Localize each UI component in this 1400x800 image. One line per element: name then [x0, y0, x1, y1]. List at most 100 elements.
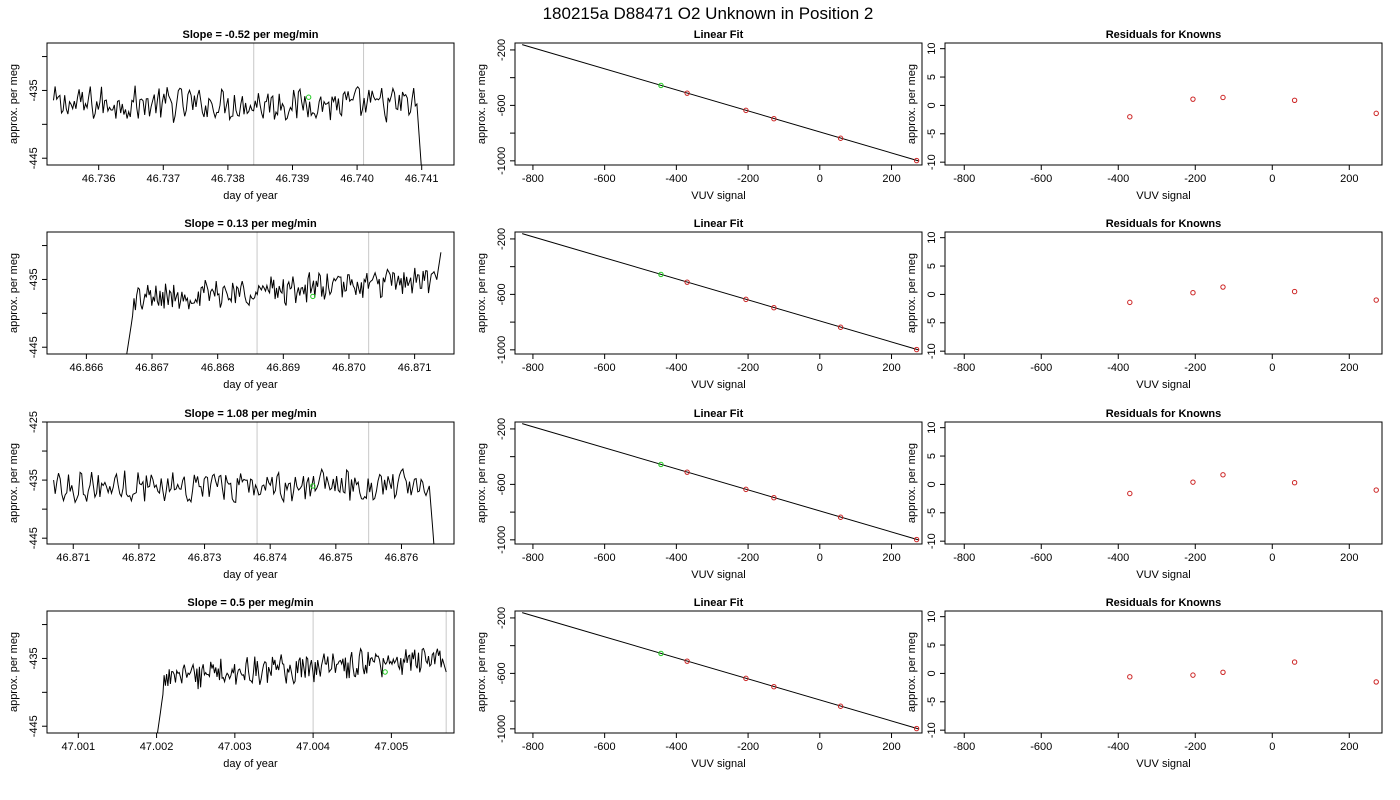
x-tick-label: 200 [882, 362, 900, 374]
x-tick-label: -600 [594, 552, 616, 564]
y-tick-label: -10 [926, 722, 938, 738]
x-axis-label: VUV signal [691, 758, 745, 770]
data-layer [53, 467, 435, 544]
panel-title: Residuals for Knowns [1106, 29, 1222, 41]
y-tick-label: -445 [28, 715, 40, 737]
y-tick-label: 0 [926, 291, 938, 297]
data-layer [522, 44, 920, 164]
residual-point [1190, 96, 1196, 102]
x-tick-label: -600 [1030, 173, 1052, 185]
trace-line [156, 647, 447, 733]
x-tick-label: -800 [953, 552, 975, 564]
y-tick-label: -435 [28, 268, 40, 290]
plot-frame [514, 42, 923, 166]
data-layer [53, 85, 422, 165]
panel-title: Slope = 0.5 per meg/min [187, 597, 314, 609]
y-axis-label: approx. per meg [8, 443, 20, 523]
x-tick-label: -600 [1030, 552, 1052, 564]
x-tick-label: -400 [1107, 741, 1129, 753]
x-tick-label: 46.739 [276, 173, 310, 185]
known-point [743, 486, 749, 493]
y-tick-label: -435 [28, 79, 40, 101]
y-tick-label: -435 [28, 469, 40, 491]
data-layer [1127, 472, 1379, 497]
x-tick-label: 0 [1269, 741, 1275, 753]
plot-frame [514, 421, 923, 545]
y-tick-label: -1000 [496, 715, 508, 743]
y-tick-label: -200 [496, 607, 508, 629]
residual-point [1220, 472, 1226, 478]
x-tick-label: 46.876 [385, 552, 419, 564]
fit-line [522, 612, 919, 730]
x-axis-label: day of year [223, 758, 278, 770]
known-point [771, 683, 777, 690]
y-tick-label: -600 [496, 473, 508, 495]
y-axis-label: approx. per meg [476, 253, 488, 333]
x-tick-label: -800 [953, 362, 975, 374]
panel-title: Linear Fit [694, 408, 744, 420]
x-axis-label: VUV signal [1136, 758, 1190, 770]
x-tick-label: 200 [1340, 173, 1358, 185]
unknown-point [382, 669, 388, 675]
panel-title: Residuals for Knowns [1106, 597, 1222, 609]
panel-title: Slope = 1.08 per meg/min [184, 408, 317, 420]
y-axis-label: approx. per meg [8, 253, 20, 333]
y-tick-label: -600 [496, 94, 508, 116]
x-tick-label: -200 [1184, 552, 1206, 564]
x-tick-label: 0 [1269, 552, 1275, 564]
y-tick-label: -10 [926, 154, 938, 170]
x-tick-label: 200 [1340, 362, 1358, 374]
unknown-point [305, 94, 312, 100]
known-point [771, 115, 777, 122]
y-tick-label: 10 [926, 43, 938, 55]
x-tick-label: 46.738 [211, 173, 245, 185]
x-axis-label: VUV signal [691, 569, 745, 581]
residual-point [1220, 284, 1226, 290]
y-tick-label: -1000 [496, 526, 508, 554]
plot-frame [944, 421, 1383, 545]
x-tick-label: 200 [882, 173, 900, 185]
y-tick-label: 10 [926, 611, 938, 623]
y-axis-label: approx. per meg [906, 64, 918, 144]
x-tick-label: -800 [953, 741, 975, 753]
x-axis-label: VUV signal [1136, 569, 1190, 581]
x-axis-label: VUV signal [1136, 379, 1190, 391]
x-axis-label: day of year [223, 569, 278, 581]
panel-1-3: Residuals for Knowns -800 -600 -400 -200 0 200… [906, 29, 1383, 202]
data-layer [522, 612, 920, 732]
trace-line [53, 85, 422, 165]
x-tick-label: 47.004 [296, 741, 330, 753]
known-point [913, 157, 920, 164]
residual-point [1220, 669, 1226, 675]
y-tick-label: -445 [28, 147, 40, 169]
residual-point [1127, 490, 1133, 497]
y-axis-label: approx. per meg [906, 632, 918, 712]
residual-point [1291, 659, 1298, 665]
panel-2-1: Slope = 0.13 per meg/min 46.866 46.867 46.8… [8, 218, 455, 391]
x-tick-label: -800 [522, 741, 544, 753]
residual-point [1291, 288, 1298, 295]
fit-line [522, 233, 919, 351]
trace-line [53, 467, 435, 544]
x-tick-label: 46.737 [146, 173, 180, 185]
x-tick-label: 46.867 [135, 362, 169, 374]
y-axis-label: approx. per meg [8, 64, 20, 144]
panel-title: Linear Fit [694, 29, 744, 41]
data-layer [522, 423, 920, 543]
residual-point [1190, 672, 1196, 678]
x-tick-label: 0 [1269, 362, 1275, 374]
x-tick-label: 0 [817, 552, 823, 564]
panel-3-3: Residuals for Knowns -800 -600 -400 -200 0 200… [906, 408, 1383, 581]
x-tick-label: -800 [522, 552, 544, 564]
y-axis-label: approx. per meg [476, 443, 488, 523]
panel-title: Linear Fit [694, 597, 744, 609]
residual-point [1190, 479, 1196, 485]
unknown-point [658, 82, 664, 89]
plot-frame [46, 421, 455, 545]
x-tick-label: 0 [817, 173, 823, 185]
y-tick-label: 0 [926, 670, 938, 676]
unknown-point [658, 271, 664, 278]
x-tick-label: -400 [665, 741, 687, 753]
x-tick-label: -600 [1030, 741, 1052, 753]
residual-point [1373, 297, 1379, 303]
